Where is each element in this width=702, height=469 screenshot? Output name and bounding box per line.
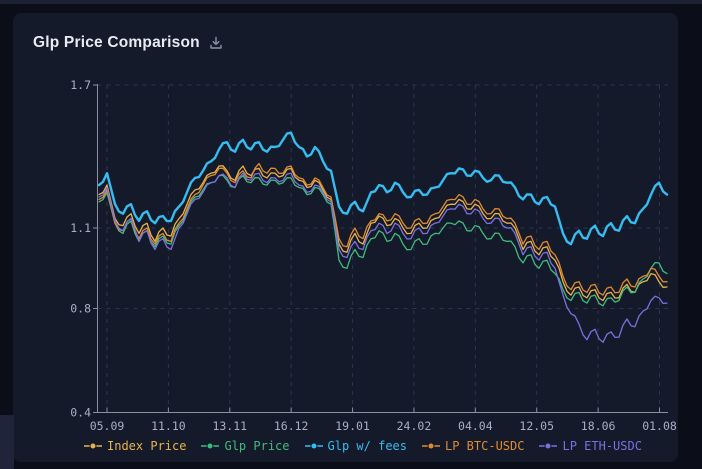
x-tick-label: 11.10	[151, 419, 186, 433]
legend-item-glp-price[interactable]: Glp Price	[201, 439, 290, 453]
x-tick-label: 19.01	[335, 419, 370, 433]
legend-label: Index Price	[107, 439, 187, 453]
x-tick-label: 05.09	[90, 419, 125, 433]
left-edge-panel	[0, 415, 14, 469]
x-tick-label: 04.04	[458, 419, 493, 433]
legend-label: LP ETH-USDC	[562, 439, 642, 453]
series-line-index-price	[98, 165, 668, 302]
legend-item-glp-w-fees[interactable]: Glp w/ fees	[304, 439, 407, 453]
x-tick-label: 12.05	[519, 419, 554, 433]
legend-item-index-price[interactable]: Index Price	[84, 439, 186, 453]
legend-label: Glp Price	[224, 439, 290, 453]
x-tick-label: 13.11	[212, 419, 247, 433]
download-icon[interactable]	[209, 36, 223, 50]
series-line-glp-w-fees	[97, 131, 669, 246]
legend-item-lp-eth-usdc[interactable]: LP ETH-USDC	[539, 439, 642, 453]
series-line-glp-price	[98, 174, 668, 307]
legend-label: Glp w/ fees	[327, 439, 407, 453]
legend-marker-icon	[422, 442, 440, 450]
x-tick-label: 18.06	[581, 419, 616, 433]
y-tick-label: 0.8	[70, 302, 91, 316]
y-tick-label: 0.4	[70, 406, 91, 420]
legend-item-lp-btc-usdc[interactable]: LP BTC-USDC	[422, 439, 524, 453]
series-line-lp-eth-usdc	[98, 172, 668, 343]
x-tick-label: 01.08	[642, 419, 677, 433]
series-line-lp-btc-usdc	[98, 162, 668, 296]
x-tick-label: 16.12	[274, 419, 309, 433]
chart-title: Glp Price Comparison	[33, 34, 200, 51]
legend-marker-icon	[201, 442, 220, 450]
y-tick-label: 1.7	[70, 78, 91, 92]
chart-legend: Index Price Glp Price Glp w/ fees LP BTC-US…	[84, 439, 642, 453]
top-band	[0, 0, 702, 4]
legend-label: LP BTC-USDC	[445, 439, 525, 453]
legend-marker-icon	[539, 442, 558, 450]
x-tick-label: 24.02	[397, 419, 432, 433]
y-tick-label: 1.1	[70, 221, 91, 235]
legend-marker-icon	[304, 442, 323, 450]
legend-marker-icon	[84, 442, 102, 450]
card-header: Glp Price Comparison	[33, 34, 223, 52]
chart-card	[13, 13, 678, 462]
